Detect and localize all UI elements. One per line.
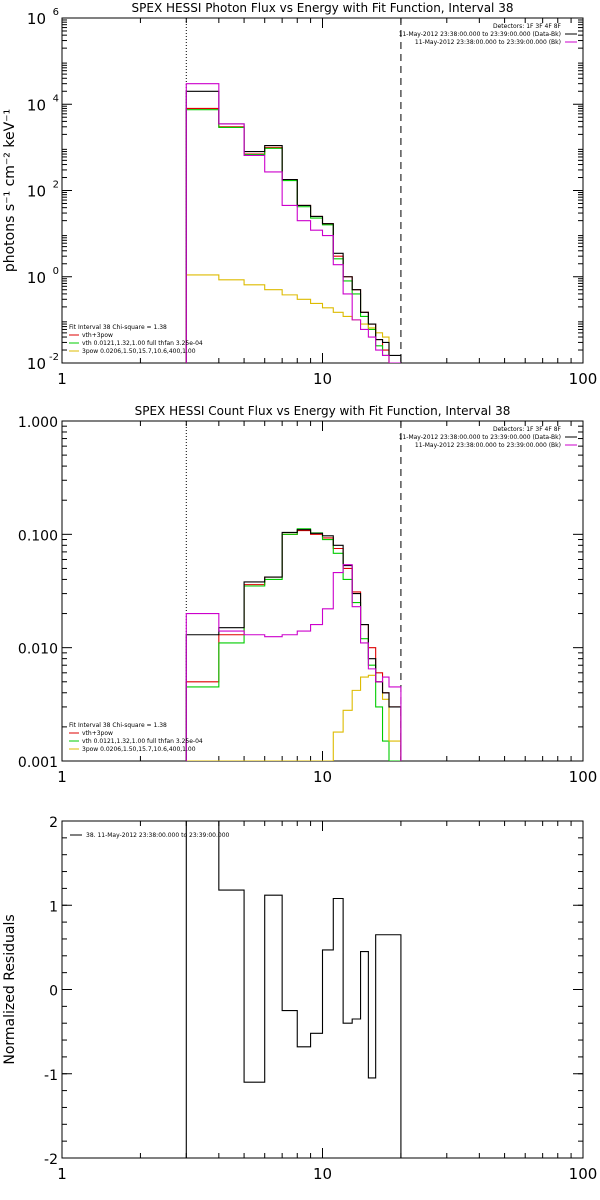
x-tick-label: 10 — [313, 768, 332, 786]
legend-top-text: 11-May-2012 23:38:00.000 to 23:39:00.000… — [415, 39, 561, 46]
y-tick-label: 0 — [49, 984, 58, 1000]
legend-series-text: vth 0.0121,1.32,1.00 full thfan 3.25e-04 — [82, 340, 203, 347]
x-tick-label: 10 — [313, 1165, 332, 1183]
x-tick-label: 100 — [569, 370, 598, 388]
y-tick-label: -1 — [44, 1068, 58, 1084]
legend-top-text: 11-May-2012 23:38:00.000 to 23:39:00.000… — [415, 442, 561, 449]
y-tick-label: 10 — [27, 355, 46, 373]
x-tick-label: 100 — [569, 1165, 598, 1183]
legend-series-text: vth 0.0121,1.32,1.00 full thfan 3.25e-04 — [82, 738, 203, 745]
legend-fit-text: Fit Interval 38 Chi-square = 1.38 — [69, 722, 167, 729]
y-axis-label: photons s⁻¹ cm⁻² keV⁻¹ — [2, 109, 18, 272]
legend-top-text: 11-May-2012 23:38:00.000 to 23:39:00.000… — [399, 434, 561, 441]
x-tick-label: 1 — [57, 370, 67, 388]
x-tick-label: 1 — [57, 1165, 67, 1183]
chart-title: SPEX HESSI Photon Flux vs Energy with Fi… — [132, 1, 514, 15]
y-tick-label: 1 — [49, 899, 58, 915]
legend-top-text: Detectors: 1F 3F 4F 8F — [493, 23, 562, 30]
x-tick-label: 100 — [569, 768, 598, 786]
y-axis-label: Normalized Residuals — [2, 914, 18, 1064]
y-tick-label: 10 — [27, 96, 46, 114]
chart-panel-1 — [61, 17, 584, 364]
legend-top-text: 11-May-2012 23:38:00.000 to 23:39:00.000… — [399, 31, 561, 38]
legend-series-text: 3pow 0.0206,1.50,15.7,10.6,400,1.00 — [82, 348, 196, 355]
y-tick-exponent: 6 — [53, 7, 59, 18]
y-tick-label: 10 — [27, 183, 46, 201]
legend-series-text: vth+3pow — [82, 332, 113, 339]
plot-frame — [61, 420, 584, 762]
chart-panel-3 — [61, 820, 584, 1159]
y-tick-label: 0.010 — [18, 642, 58, 658]
y-tick-exponent: 0 — [53, 266, 59, 277]
y-tick-exponent: 2 — [53, 180, 59, 191]
x-tick-label: 1 — [57, 768, 67, 786]
series-line-0 — [185, 821, 402, 1158]
legend-series-text: 38. 11-May-2012 23:38:00.000 to 23:39:00… — [86, 832, 230, 839]
legend-fit-text: Fit Interval 38 Chi-square = 1.38 — [69, 324, 167, 331]
y-tick-label: 0.100 — [18, 528, 58, 544]
series-line-3 — [185, 90, 402, 363]
legend-top-text: Detectors: 1F 3F 4F 8F — [493, 426, 562, 433]
legend-series-text: 3pow 0.0206,1.50,15.7,10.6,400,1.00 — [82, 746, 196, 753]
chart-panel-2 — [61, 420, 584, 762]
y-tick-label: 2 — [49, 815, 58, 831]
y-tick-label: -2 — [44, 1152, 58, 1168]
plot-frame — [61, 17, 584, 364]
chart-title: SPEX HESSI Count Flux vs Energy with Fit… — [135, 404, 511, 418]
y-tick-exponent: -2 — [49, 352, 59, 363]
legend-series-text: vth+3pow — [82, 730, 113, 737]
x-tick-label: 10 — [313, 370, 332, 388]
y-tick-exponent: 4 — [53, 93, 59, 104]
y-tick-label: 10 — [27, 269, 46, 287]
series-line-4 — [185, 564, 402, 761]
y-tick-label: 10 — [27, 10, 46, 28]
y-tick-label: 1.000 — [18, 415, 58, 431]
y-tick-label: 0.001 — [18, 755, 58, 771]
series-line-4 — [185, 83, 401, 363]
series-line-2 — [186, 674, 402, 761]
